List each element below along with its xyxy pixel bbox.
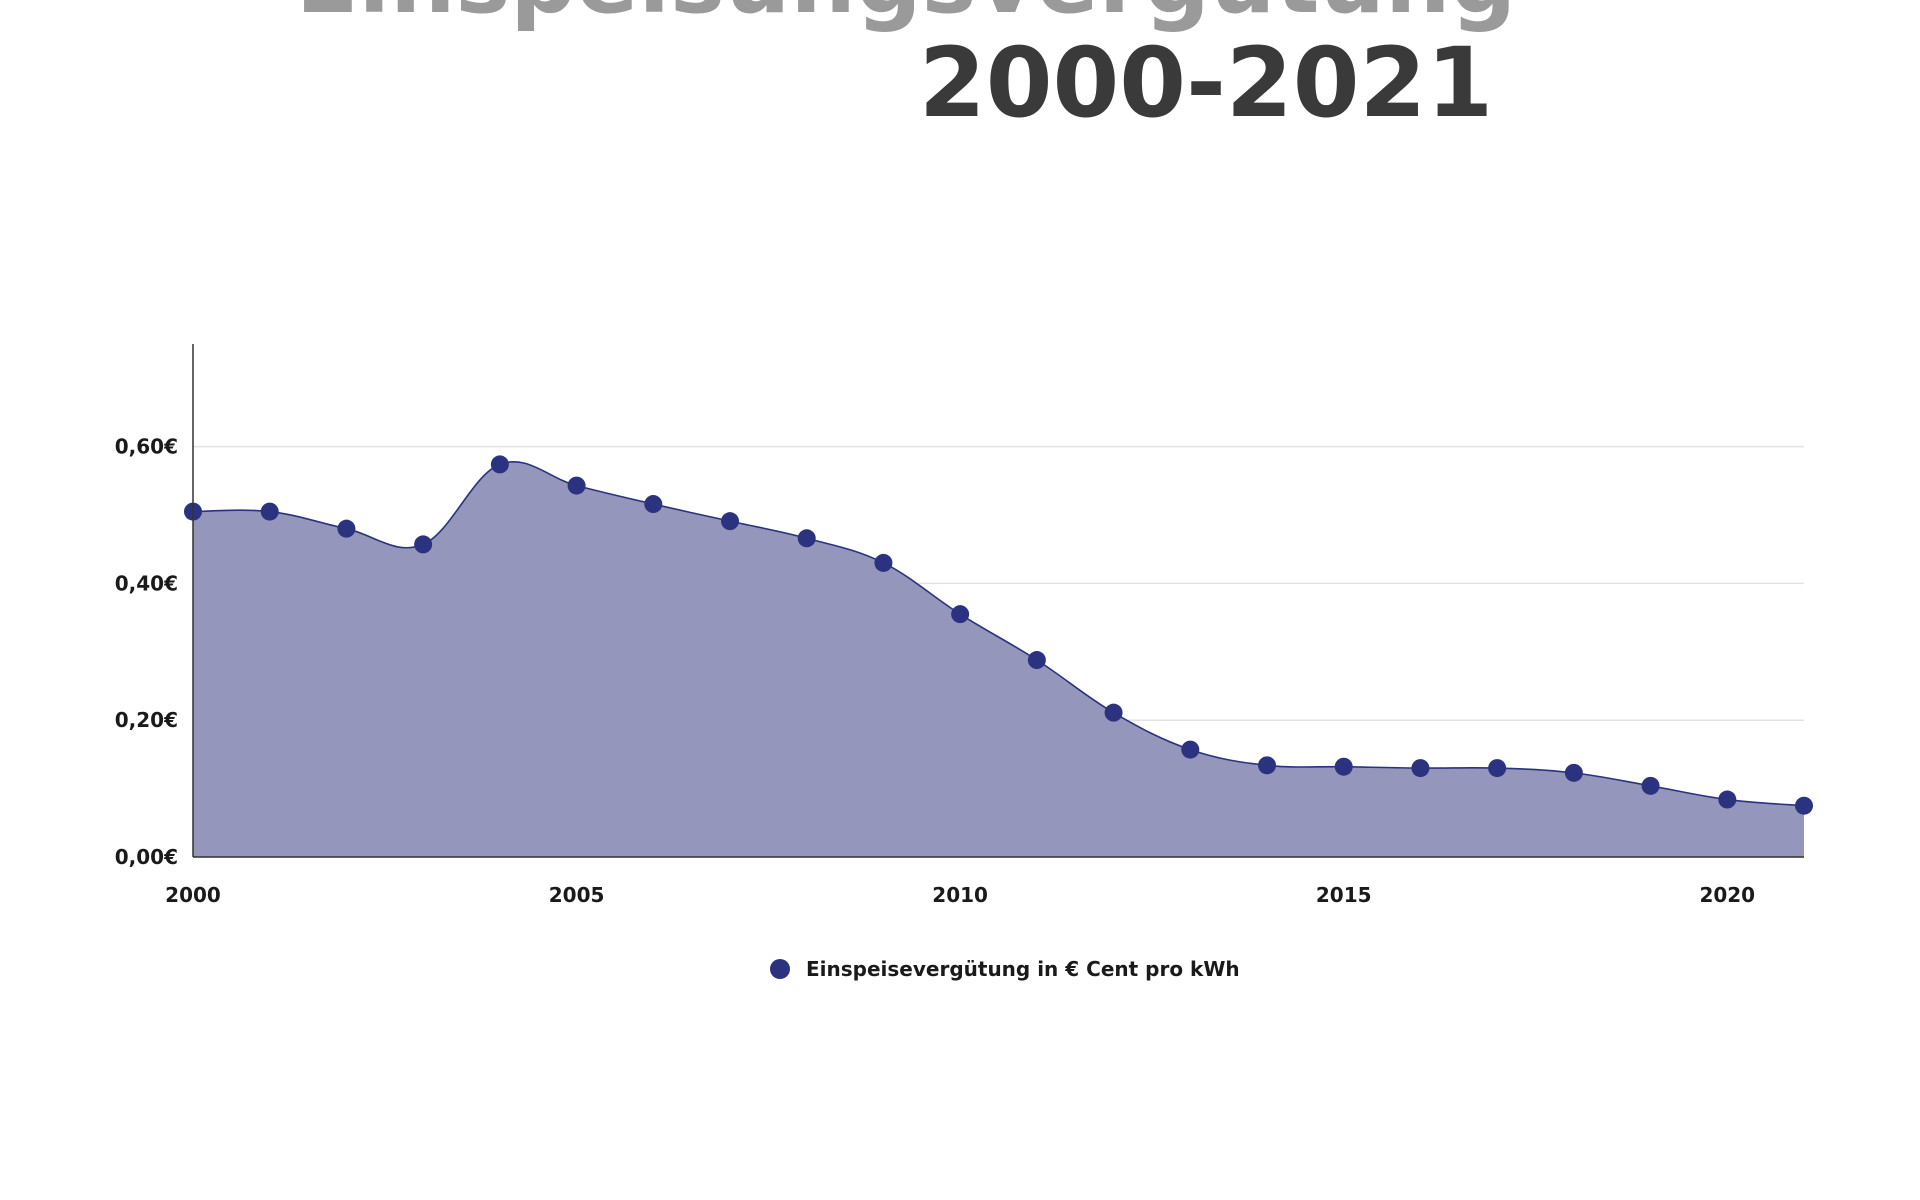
data-point	[1795, 796, 1813, 815]
y-tick-label: 0,60€	[115, 435, 178, 459]
data-point	[1488, 759, 1507, 778]
data-point	[1334, 757, 1353, 776]
x-tick-label: 2000	[165, 883, 221, 907]
data-point	[490, 455, 509, 474]
data-point	[260, 502, 279, 521]
data-point	[1258, 756, 1276, 775]
data-point	[1564, 763, 1583, 782]
x-tick-label: 2010	[932, 883, 988, 907]
data-point	[1641, 776, 1660, 795]
series-line	[192, 461, 1805, 807]
data-point	[874, 553, 893, 572]
legend-marker	[770, 959, 790, 979]
data-point	[644, 495, 663, 514]
data-point	[1104, 703, 1123, 722]
area-fill	[193, 461, 1804, 857]
x-tick-label: 2015	[1316, 883, 1372, 907]
data-point	[721, 512, 739, 531]
y-tick-label: 0,00€	[115, 845, 178, 869]
data-point	[1027, 651, 1046, 670]
y-tick-label: 0,40€	[115, 571, 178, 595]
x-tick-label: 2020	[1699, 883, 1755, 907]
x-tick-label: 2005	[549, 883, 605, 907]
data-point	[414, 535, 433, 554]
data-point	[1718, 790, 1737, 809]
data-point	[337, 519, 356, 538]
y-tick-label: 0,20€	[115, 708, 178, 732]
chart-subtitle: 2000-2021	[919, 27, 1493, 139]
chart-title: Einspeisungsvergütung	[296, 0, 1517, 34]
data-point	[567, 476, 586, 495]
data-point	[1181, 740, 1200, 759]
data-point	[951, 605, 970, 624]
legend-label: Einspeisevergütung in € Cent pro kWh	[806, 957, 1240, 981]
data-point	[1411, 759, 1430, 778]
data-point	[797, 529, 816, 548]
